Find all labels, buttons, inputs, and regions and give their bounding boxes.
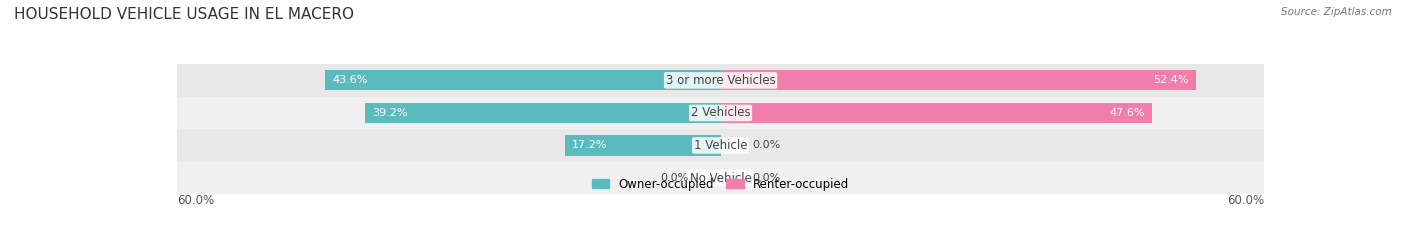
Text: 1 Vehicle: 1 Vehicle bbox=[693, 139, 748, 152]
Text: 47.6%: 47.6% bbox=[1109, 108, 1144, 118]
Text: 0.0%: 0.0% bbox=[752, 173, 780, 183]
Bar bbox=[721, 70, 1195, 91]
Text: 39.2%: 39.2% bbox=[373, 108, 408, 118]
Bar bbox=[325, 70, 721, 91]
Text: 17.2%: 17.2% bbox=[572, 140, 607, 150]
Text: No Vehicle: No Vehicle bbox=[689, 172, 752, 185]
Bar bbox=[177, 162, 1264, 194]
Text: 2 Vehicles: 2 Vehicles bbox=[690, 106, 751, 119]
Text: 60.0%: 60.0% bbox=[177, 194, 214, 207]
Text: 43.6%: 43.6% bbox=[333, 75, 368, 85]
Text: HOUSEHOLD VEHICLE USAGE IN EL MACERO: HOUSEHOLD VEHICLE USAGE IN EL MACERO bbox=[14, 7, 354, 22]
Text: 0.0%: 0.0% bbox=[752, 140, 780, 150]
Bar bbox=[366, 103, 721, 123]
Text: 52.4%: 52.4% bbox=[1153, 75, 1188, 85]
Text: Source: ZipAtlas.com: Source: ZipAtlas.com bbox=[1281, 7, 1392, 17]
Legend: Owner-occupied, Renter-occupied: Owner-occupied, Renter-occupied bbox=[592, 178, 849, 191]
Bar bbox=[177, 64, 1264, 97]
Bar bbox=[177, 97, 1264, 129]
Bar bbox=[721, 103, 1152, 123]
Text: 60.0%: 60.0% bbox=[1227, 194, 1264, 207]
Text: 0.0%: 0.0% bbox=[661, 173, 689, 183]
Bar bbox=[177, 129, 1264, 162]
Text: 3 or more Vehicles: 3 or more Vehicles bbox=[665, 74, 776, 87]
Bar bbox=[565, 135, 721, 156]
